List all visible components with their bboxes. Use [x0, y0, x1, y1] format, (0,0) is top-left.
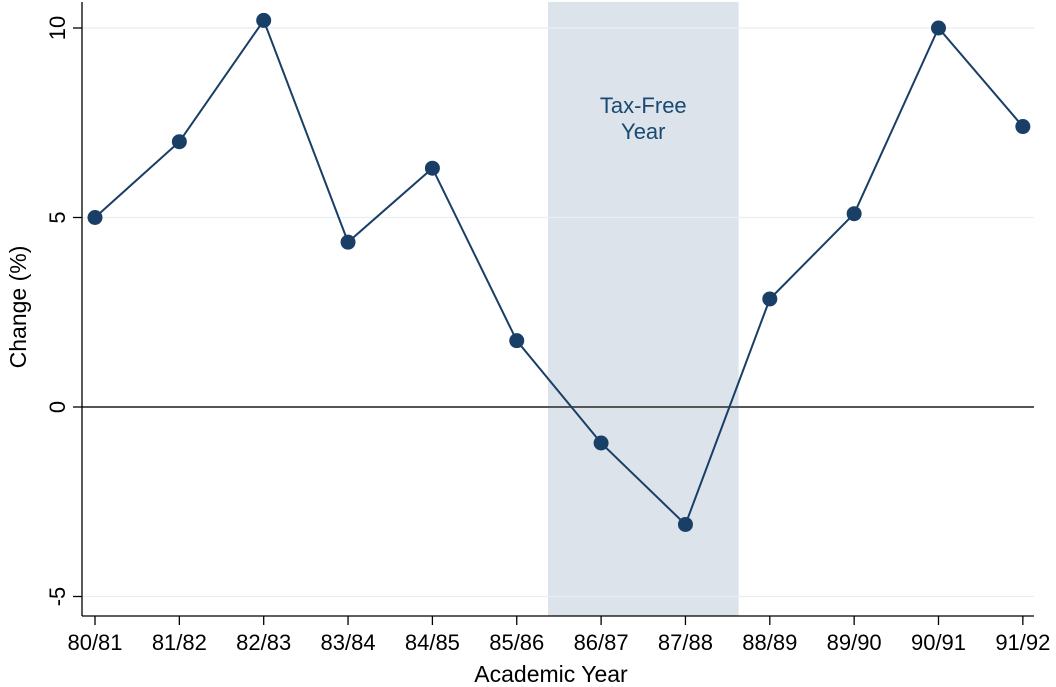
data-point — [931, 20, 946, 36]
data-point — [677, 516, 693, 532]
x-tick-label: 83/84 — [321, 630, 376, 655]
x-tick-label: 80/81 — [67, 630, 122, 655]
data-point — [171, 134, 187, 150]
data-point — [340, 234, 356, 250]
x-tick-label: 82/83 — [236, 630, 291, 655]
data-point — [846, 206, 862, 222]
x-tick-label: 90/91 — [911, 630, 966, 655]
shaded-region-label-line: Year — [621, 119, 665, 144]
x-tick-label: 91/92 — [995, 630, 1050, 655]
x-axis-title: Academic Year — [474, 661, 628, 687]
series-line — [94, 18, 1024, 527]
shaded-region-label-line: Tax-Free — [600, 93, 687, 118]
data-point — [424, 160, 440, 176]
data-point — [87, 210, 103, 225]
x-tick-label: 86/87 — [574, 630, 629, 655]
y-axis-title: Change (%) — [5, 246, 31, 369]
data-point — [256, 12, 272, 28]
y-tick-label: 10 — [45, 16, 70, 40]
data-point — [593, 435, 609, 451]
data-point — [762, 291, 778, 307]
data-point — [1015, 119, 1031, 135]
tax-free-shaded-region — [547, 2, 739, 616]
x-tick-label: 89/90 — [827, 630, 882, 655]
x-tick-label: 87/88 — [658, 630, 713, 655]
x-tick-label: 88/89 — [742, 630, 797, 655]
x-tick-label: 81/82 — [152, 630, 207, 655]
y-tick-label: 0 — [45, 401, 70, 413]
x-tick-label: 84/85 — [405, 630, 460, 655]
y-tick-label: -5 — [45, 587, 70, 607]
x-tick-label: 85/86 — [489, 630, 544, 655]
y-tick-label: 5 — [45, 211, 70, 223]
data-point — [509, 333, 525, 349]
